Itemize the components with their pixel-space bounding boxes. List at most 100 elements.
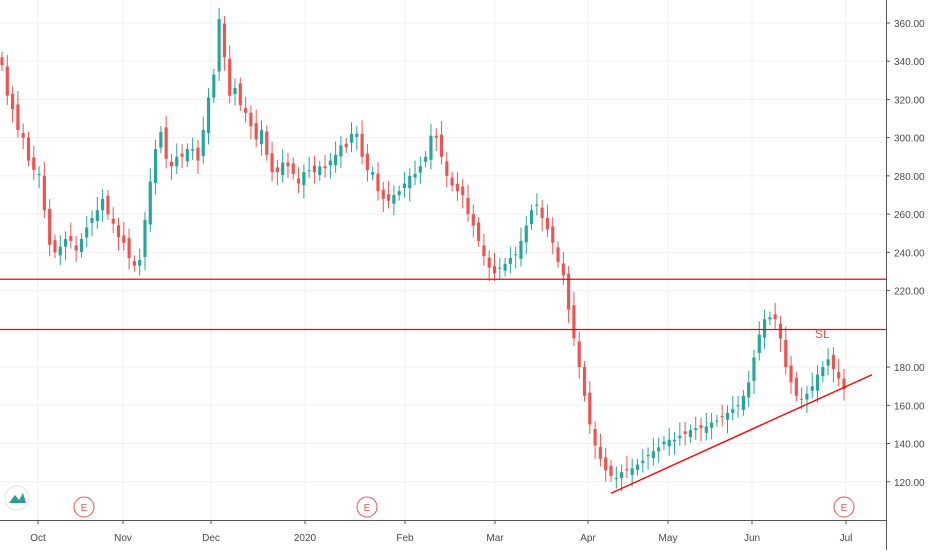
candle-body — [116, 225, 121, 238]
candle-body — [683, 431, 687, 434]
candle-body — [694, 428, 698, 431]
candle-body — [455, 183, 460, 192]
earnings-marker-icon[interactable]: E — [833, 496, 855, 518]
candle-body — [752, 357, 756, 381]
y-tick-label: 240.00 — [894, 248, 925, 259]
candle — [402, 172, 407, 198]
earnings-marker-icon[interactable]: E — [73, 496, 95, 518]
candle-body — [498, 267, 502, 269]
support-trendline — [610, 374, 873, 494]
candle — [678, 422, 682, 446]
candle — [694, 416, 698, 440]
candle-body — [837, 372, 841, 379]
candle — [508, 246, 512, 274]
candle-body — [471, 214, 475, 226]
candle — [519, 227, 523, 267]
candle-body — [281, 162, 285, 176]
candle — [355, 126, 359, 151]
candle-body — [244, 108, 248, 113]
candle — [821, 361, 825, 382]
candle — [63, 231, 68, 260]
candle — [524, 216, 528, 254]
candle — [37, 166, 41, 189]
candle-body — [291, 163, 295, 174]
candle-body — [710, 422, 714, 428]
candle — [704, 412, 708, 441]
candle — [122, 222, 126, 251]
candle-body — [466, 198, 470, 215]
candle-body — [646, 455, 650, 457]
candle — [471, 204, 475, 238]
candle-body — [757, 334, 761, 353]
trendline — [610, 374, 873, 494]
candle-body — [63, 238, 68, 247]
candle — [302, 164, 306, 199]
candle-body — [344, 143, 348, 148]
candle — [545, 204, 550, 238]
earnings-marker-icon[interactable]: E — [356, 496, 378, 518]
candle-body — [180, 153, 184, 157]
candle-body — [429, 135, 433, 160]
candle — [217, 7, 221, 82]
candle — [667, 428, 671, 456]
candle-body — [254, 123, 258, 140]
candle-body — [609, 465, 613, 477]
candle-body — [678, 435, 682, 439]
candle — [434, 128, 438, 152]
candle-body — [318, 166, 322, 176]
candle — [413, 160, 417, 186]
x-tick-label: Jul — [840, 533, 853, 544]
candle — [646, 447, 650, 470]
candle-body — [487, 257, 491, 268]
candle — [598, 433, 602, 467]
y-tick-label: 180.00 — [894, 363, 925, 374]
candle-body — [206, 97, 211, 134]
tradingview-logo-icon — [4, 485, 30, 511]
candle — [699, 417, 703, 442]
candle-body — [582, 367, 587, 396]
candle — [169, 154, 174, 180]
candle-body — [275, 167, 279, 173]
candle-body — [651, 451, 655, 459]
candle — [778, 316, 783, 352]
candle — [572, 291, 576, 347]
candle-body — [625, 469, 629, 471]
candle-body — [604, 457, 608, 471]
candle — [106, 190, 110, 220]
candle-body — [720, 416, 724, 417]
candle-body — [492, 266, 497, 274]
candle-body — [450, 177, 454, 186]
candle — [662, 435, 666, 451]
candle — [228, 45, 232, 104]
candle-body — [477, 222, 481, 241]
candle-body — [159, 131, 163, 148]
candle-body — [79, 238, 84, 252]
candle-body — [794, 377, 798, 396]
y-tick-label: 220.00 — [894, 287, 925, 298]
candle — [381, 182, 385, 213]
candles — [0, 7, 846, 492]
x-tick-label: May — [659, 533, 678, 544]
candle-body — [747, 382, 751, 398]
candle-body — [392, 195, 396, 204]
candle — [773, 302, 777, 329]
candle — [249, 105, 253, 140]
candle — [540, 199, 544, 232]
x-tick-label: Apr — [580, 533, 596, 544]
candle-body — [365, 153, 369, 171]
x-tick-label: 2020 — [294, 533, 317, 544]
candle-body — [519, 240, 523, 259]
candle — [222, 16, 226, 71]
candle-body — [222, 23, 226, 58]
candle — [206, 87, 211, 145]
candle-body — [0, 57, 4, 65]
candle-body — [16, 104, 20, 130]
earnings-marker-label: E — [81, 503, 88, 514]
candle-body — [556, 247, 560, 262]
candle-body — [122, 235, 126, 243]
candle — [132, 255, 136, 272]
candle — [244, 96, 248, 123]
candle — [164, 115, 168, 169]
candle — [259, 120, 264, 156]
